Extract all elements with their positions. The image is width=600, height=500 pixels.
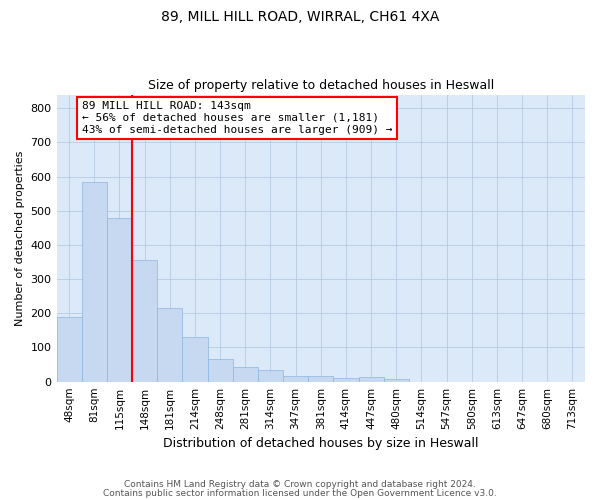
Bar bbox=[258, 370, 283, 382]
Bar bbox=[233, 368, 258, 382]
Bar bbox=[82, 182, 107, 382]
Bar bbox=[383, 379, 409, 382]
Text: 89 MILL HILL ROAD: 143sqm
← 56% of detached houses are smaller (1,181)
43% of se: 89 MILL HILL ROAD: 143sqm ← 56% of detac… bbox=[82, 102, 392, 134]
Bar bbox=[132, 260, 157, 382]
Bar bbox=[334, 378, 359, 382]
Text: Contains HM Land Registry data © Crown copyright and database right 2024.: Contains HM Land Registry data © Crown c… bbox=[124, 480, 476, 489]
Text: Contains public sector information licensed under the Open Government Licence v3: Contains public sector information licen… bbox=[103, 488, 497, 498]
Bar bbox=[283, 376, 308, 382]
Bar bbox=[182, 336, 208, 382]
Bar bbox=[157, 308, 182, 382]
Bar bbox=[107, 218, 132, 382]
Bar bbox=[208, 360, 233, 382]
Y-axis label: Number of detached properties: Number of detached properties bbox=[15, 150, 25, 326]
Text: 89, MILL HILL ROAD, WIRRAL, CH61 4XA: 89, MILL HILL ROAD, WIRRAL, CH61 4XA bbox=[161, 10, 439, 24]
Bar bbox=[359, 377, 383, 382]
Title: Size of property relative to detached houses in Heswall: Size of property relative to detached ho… bbox=[148, 79, 494, 92]
Bar bbox=[56, 316, 82, 382]
X-axis label: Distribution of detached houses by size in Heswall: Distribution of detached houses by size … bbox=[163, 437, 479, 450]
Bar bbox=[308, 376, 334, 382]
